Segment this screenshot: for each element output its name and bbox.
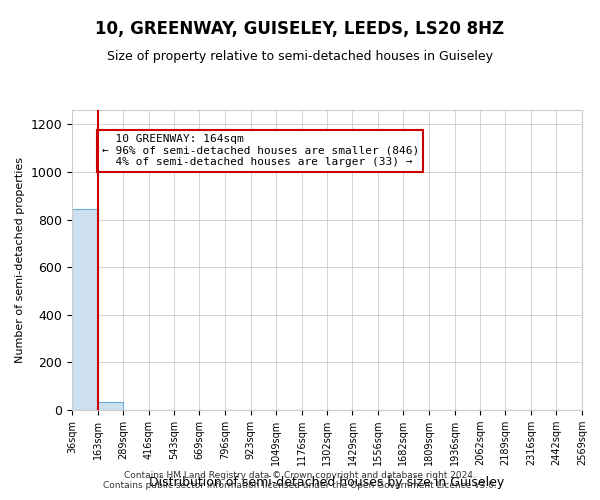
Text: Size of property relative to semi-detached houses in Guiseley: Size of property relative to semi-detach… <box>107 50 493 63</box>
Text: Contains HM Land Registry data © Crown copyright and database right 2024.
Contai: Contains HM Land Registry data © Crown c… <box>103 470 497 490</box>
Y-axis label: Number of semi-detached properties: Number of semi-detached properties <box>15 157 25 363</box>
Bar <box>98 402 123 410</box>
X-axis label: Distribution of semi-detached houses by size in Guiseley: Distribution of semi-detached houses by … <box>149 476 505 490</box>
Text: 10, GREENWAY, GUISELEY, LEEDS, LS20 8HZ: 10, GREENWAY, GUISELEY, LEEDS, LS20 8HZ <box>95 20 505 38</box>
Text: 10 GREENWAY: 164sqm
← 96% of semi-detached houses are smaller (846)
  4% of semi: 10 GREENWAY: 164sqm ← 96% of semi-detach… <box>102 134 419 167</box>
Bar <box>72 208 98 410</box>
